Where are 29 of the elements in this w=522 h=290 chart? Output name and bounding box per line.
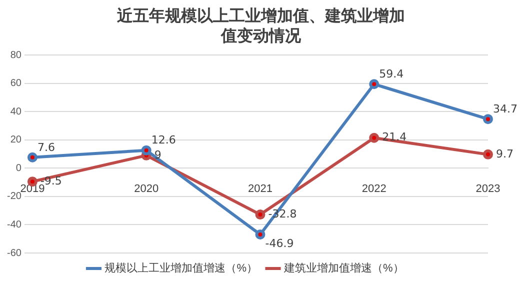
point: [369, 132, 380, 143]
point: [483, 114, 493, 124]
data-label: 9.7: [496, 147, 514, 160]
point: [27, 152, 38, 162]
y-tick-label: 60: [10, 78, 22, 90]
x-tick-label: 2020: [134, 182, 159, 195]
x-tick-label: 2023: [476, 182, 500, 195]
y-tick-label: -40: [7, 219, 22, 230]
point: [369, 79, 380, 90]
legend-label: 规模以上工业增加值增速（%）: [104, 262, 258, 275]
legend-label: 建筑业增加值增速（%）: [283, 262, 404, 275]
point: [255, 210, 266, 220]
y-tick-label: 0: [16, 162, 22, 174]
data-label: -46.9: [265, 236, 294, 250]
data-label: 12.6: [151, 134, 176, 147]
x-tick-label: 2021: [248, 182, 272, 195]
point: [255, 229, 266, 240]
chart-title: 近五年规模以上工业增加值、建筑业增加值变动情况: [116, 6, 406, 46]
y-tick-label: 80: [10, 50, 22, 61]
y-tick-label: 40: [10, 106, 22, 118]
x-tick-label: 2022: [362, 182, 386, 195]
data-label: 7.6: [37, 140, 55, 154]
y-tick-label: -60: [7, 248, 22, 259]
y-tick-label: 20: [10, 134, 22, 146]
data-label: 59.4: [379, 67, 404, 80]
point: [141, 145, 152, 156]
data-label: 34.7: [493, 102, 518, 116]
y-tick-label: -20: [7, 191, 22, 202]
point: [483, 149, 493, 160]
